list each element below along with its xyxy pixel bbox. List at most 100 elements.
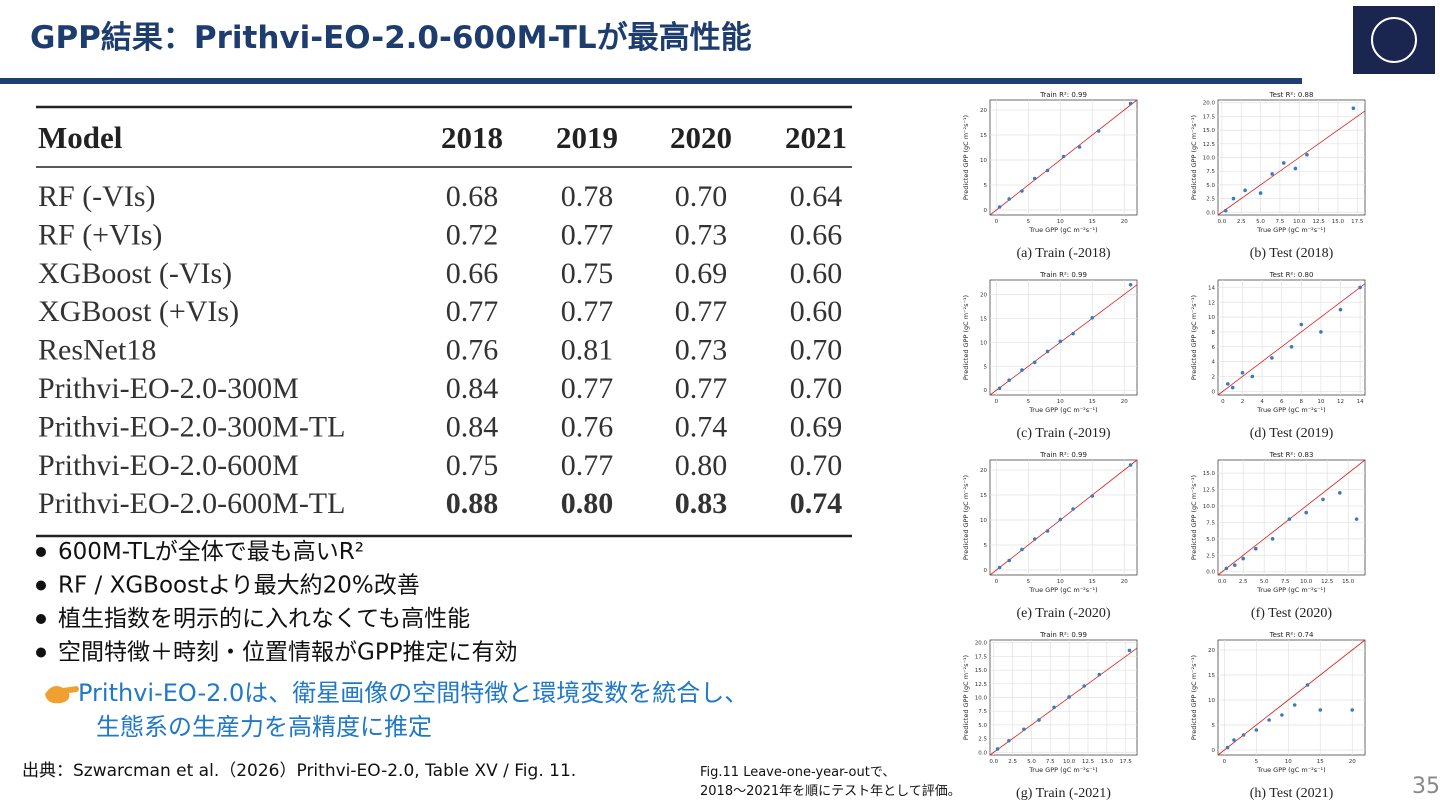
point: [1032, 360, 1037, 365]
column-header: Model: [38, 120, 123, 155]
note-line: 生態系の生産力を高精度に推定: [96, 713, 432, 741]
y-tick-label: 10.0: [1203, 156, 1216, 162]
y-tick-label: 15: [1208, 673, 1215, 679]
y-tick-label: 0.0: [1206, 570, 1215, 576]
scatter-panel: 0.0 2.5 5.0 7.5 10.0 12.5 15.0 17.5 0.0 2.5 5.0 7.5…: [1190, 91, 1366, 261]
point: [1045, 168, 1050, 173]
y-tick-label: 20.0: [1203, 101, 1216, 107]
table-cell: 0.77: [561, 449, 614, 482]
point: [1082, 684, 1087, 688]
y-tick-label: 0: [984, 388, 988, 394]
point: [1305, 152, 1309, 157]
row-label: Prithvi-EO-2.0-600M: [38, 449, 299, 482]
y-tick-label: 17.5: [975, 654, 988, 660]
y-tick-label: 5: [984, 543, 988, 549]
y-tick-label: 5: [984, 364, 988, 370]
x-tick-label: 20: [1121, 579, 1128, 585]
point: [1351, 106, 1356, 111]
x-tick-label: 20: [1121, 399, 1128, 405]
scatter-panel: 0 2 4 6 8 10 12 14 0 2 4 6 8 10 12 14 Test R²: 0.80 True …: [1190, 271, 1366, 441]
x-tick-label: 2.5: [1008, 759, 1017, 765]
x-tick-label: 10: [1057, 579, 1064, 585]
x-tick-label: 5.0: [1256, 219, 1265, 225]
bullet-list: 600M-TLが全体で最も高いR² RF / XGBoostより最大約20%改善植…: [36, 539, 518, 666]
scatter-panel: 0.0 2.5 5.0 7.5 10.0 12.5 15.0 17.5 0.0 2.5 5.0 7.5…: [962, 631, 1138, 801]
x-tick-label: 10.0: [1293, 219, 1306, 225]
y-tick-label: 5: [984, 183, 988, 189]
table-cell: 0.73: [675, 334, 728, 367]
point: [1304, 510, 1308, 515]
point: [1061, 154, 1066, 159]
table-cell: 0.81: [561, 334, 614, 367]
scatter-panel: 0 5 10 15 20 0 5 10 15 20 Test R²: 0.74 True GPP (g…: [1190, 631, 1366, 801]
x-tick-label: 15: [1089, 219, 1096, 225]
bullet-text: RF / XGBoostより最大約20%改善: [58, 573, 420, 599]
y-tick-label: 5: [1212, 723, 1216, 729]
x-tick-label: 10.0: [1300, 579, 1313, 585]
y-tick-label: 10: [980, 158, 987, 164]
x-tick-label: 2.5: [1239, 579, 1248, 585]
x-axis-label: True GPP (gC m⁻²s⁻¹): [1256, 586, 1325, 594]
panel-caption: (f) Test (2020): [1251, 606, 1333, 621]
y-tick-label: 15: [980, 133, 987, 139]
y-tick-label: 15: [980, 316, 987, 322]
point: [1243, 188, 1247, 193]
table-cell: 0.60: [790, 295, 843, 328]
column-header: 2019: [556, 120, 618, 155]
table-cell: 0.66: [446, 257, 499, 290]
y-tick-label: 20: [980, 108, 987, 114]
point: [1128, 463, 1133, 467]
figure-grid: 0 5 10 15 20 0 5 10 15 20 Train R²: 0.99 True GPP (…: [962, 91, 1366, 801]
x-tick-label: 15: [1089, 399, 1096, 405]
panel-caption: (b) Test (2018): [1250, 246, 1334, 261]
scatter-panel: 0 5 10 15 20 0 5 10 15 20 Train R²: 0.99 True GPP (…: [962, 451, 1138, 621]
y-tick-label: 7.5: [1206, 169, 1215, 175]
x-tick-label: 20: [1121, 219, 1128, 225]
point: [1045, 529, 1050, 533]
table-cell: 0.78: [561, 180, 614, 213]
point: [1007, 197, 1011, 201]
table-cell: 0.83: [675, 487, 728, 520]
row-label: Prithvi-EO-2.0-600M-TL: [38, 487, 345, 520]
table-cell: 0.70: [790, 372, 843, 405]
x-axis-label: True GPP (gC m⁻²s⁻¹): [1256, 406, 1325, 414]
x-tick-label: 17.5: [1120, 759, 1133, 765]
y-tick-label: 15: [980, 493, 987, 499]
figure-caption: 2018～2021年を順にテスト年として評価。: [700, 784, 961, 799]
x-tick-label: 17.5: [1351, 219, 1364, 225]
page-number: 35: [1412, 774, 1440, 799]
table-cell: 0.77: [446, 295, 499, 328]
panel-caption: (a) Train (-2018): [1016, 246, 1110, 261]
y-tick-label: 14: [1208, 285, 1215, 291]
y-tick-label: 15.0: [975, 668, 988, 674]
point: [1270, 172, 1274, 176]
point: [1267, 718, 1271, 722]
x-tick-label: 15.0: [1342, 579, 1355, 585]
point: [1350, 708, 1355, 712]
column-header: 2021: [785, 120, 847, 155]
table-cell: 0.80: [675, 449, 728, 482]
y-tick-label: 0: [1212, 748, 1216, 754]
y-tick-label: 12.5: [1203, 488, 1216, 494]
point: [1231, 196, 1236, 201]
y-tick-label: 0.0: [978, 750, 987, 756]
x-tick-label: 5.0: [1027, 759, 1036, 765]
panel-title: Train R²: 0.99: [1039, 91, 1087, 99]
point: [1007, 738, 1011, 743]
point: [1241, 556, 1245, 561]
row-label: ResNet18: [38, 334, 156, 367]
table-cell: 0.76: [446, 334, 499, 367]
x-tick-label: 0.0: [1218, 579, 1227, 585]
x-tick-label: 15: [1317, 759, 1324, 765]
panel-title: Train R²: 0.99: [1039, 271, 1087, 279]
row-label: RF (+VIs): [38, 218, 162, 251]
x-tick-label: 0.0: [1217, 219, 1226, 225]
row-label: RF (-VIs): [38, 180, 156, 213]
point: [1045, 349, 1050, 354]
logo: [1353, 6, 1435, 74]
panel-title: Test R²: 0.83: [1269, 451, 1314, 459]
point: [1338, 307, 1343, 312]
y-tick-label: 12.5: [1203, 142, 1216, 148]
point: [1224, 566, 1229, 571]
scatter-panel: 0.0 2.5 5.0 7.5 10.0 12.5 15.0 0.0 2.5 5.0 7.5 10.0…: [1190, 451, 1366, 621]
